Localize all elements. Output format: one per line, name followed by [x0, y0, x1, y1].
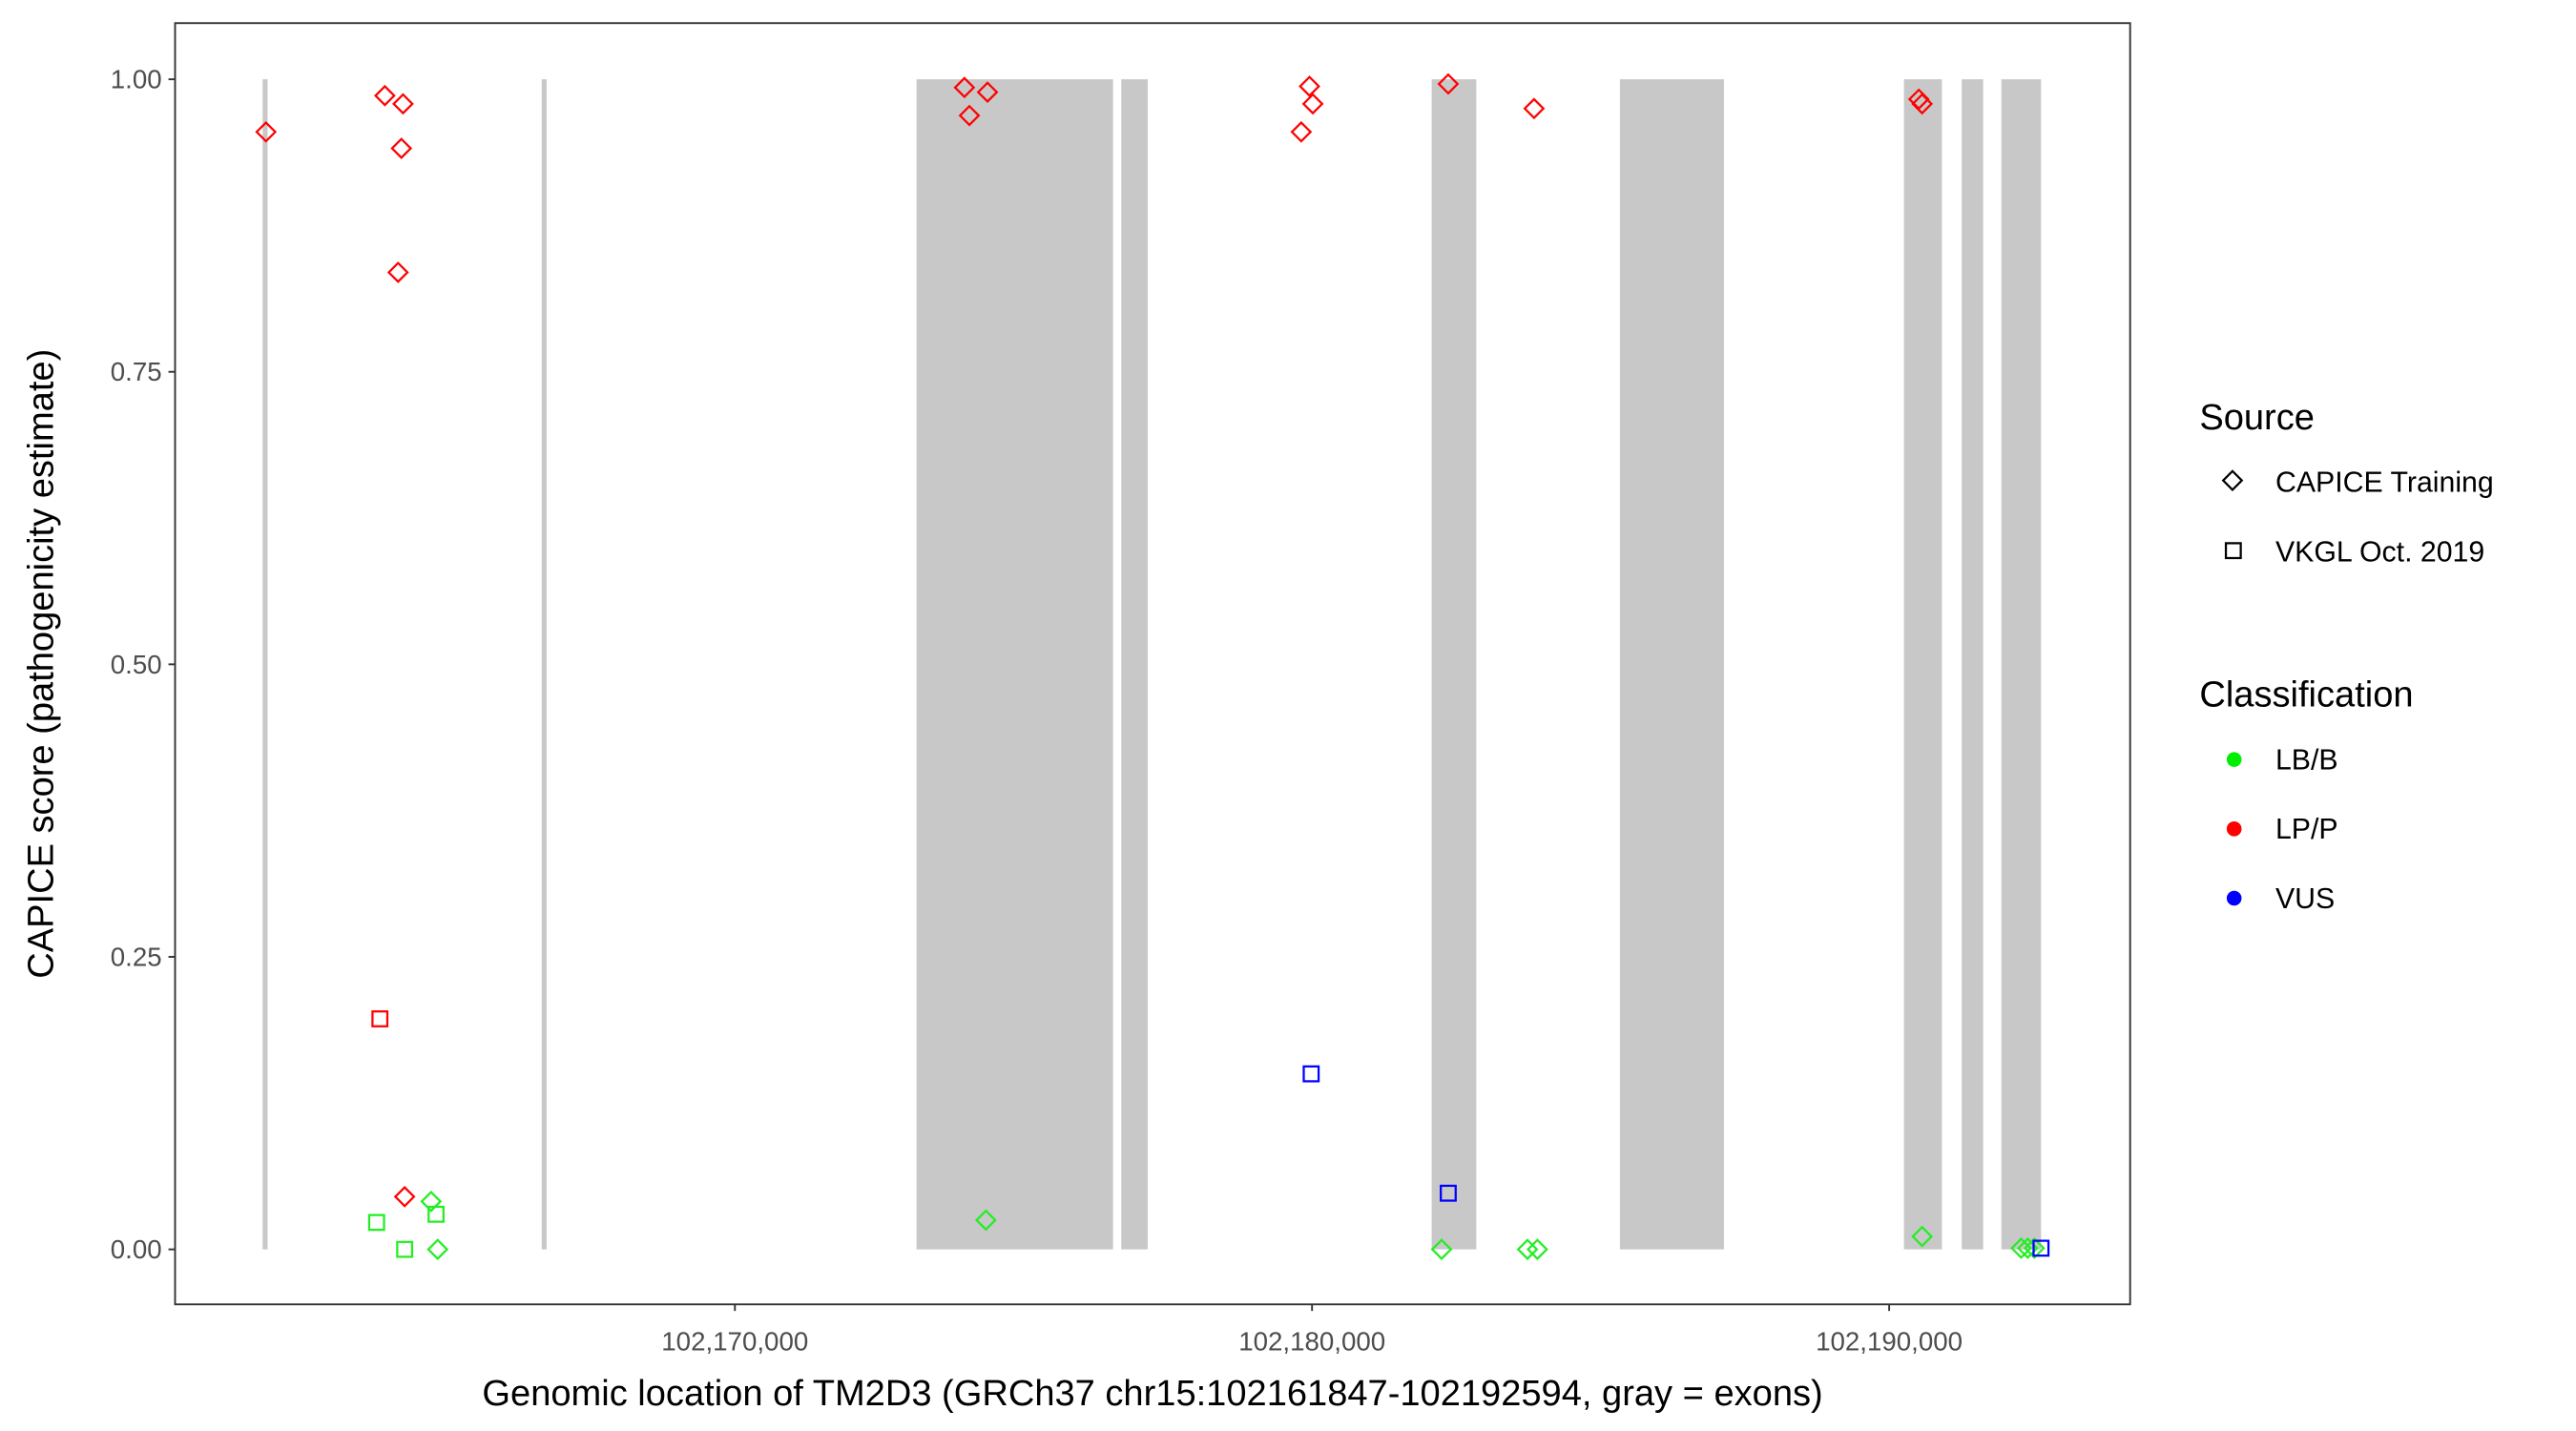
y-tick-label: 0.00: [111, 1234, 162, 1264]
data-point-diamond: [1298, 75, 1320, 97]
data-points: [255, 73, 2050, 1260]
data-point-diamond: [1430, 1238, 1453, 1260]
data-point-diamond: [976, 81, 999, 103]
exon-band: [1903, 79, 1942, 1250]
exon-band: [2001, 79, 2042, 1250]
data-point-square: [367, 1213, 385, 1232]
data-point-diamond: [1911, 1225, 1934, 1248]
legend-item-lbb: LB/B: [2275, 745, 2338, 777]
data-point-diamond: [2023, 1237, 2046, 1259]
legend-classification-title: Classification: [2199, 675, 2413, 716]
legend-item-vkgl: VKGL Oct. 2019: [2275, 536, 2484, 568]
data-point-diamond: [2016, 1237, 2039, 1259]
data-point-diamond: [2010, 1237, 2032, 1259]
data-point-diamond: [1301, 93, 1324, 115]
exon-band: [916, 79, 1113, 1250]
data-point-diamond: [386, 261, 409, 283]
data-point-square: [1302, 1065, 1320, 1083]
y-tick-label: 0.75: [111, 357, 162, 386]
legend-item-lpp: LP/P: [2275, 814, 2338, 845]
exon-band: [541, 79, 548, 1250]
data-point-diamond: [1437, 73, 1460, 95]
data-point-diamond: [1523, 97, 1546, 120]
legend-source-title: Source: [2199, 398, 2315, 438]
exon-band: [1121, 79, 1148, 1250]
legend-item-vus: VUS: [2275, 883, 2335, 915]
y-tick-label: 1.00: [111, 65, 162, 94]
legend-lbb-dot-icon: [2226, 752, 2242, 767]
data-point-diamond: [374, 84, 396, 107]
data-point-square: [396, 1240, 414, 1258]
data-point-diamond: [393, 1186, 416, 1208]
y-axis: 0.00 0.25 0.50 0.75 1.00: [111, 65, 176, 1264]
x-tick-label: 102,180,000: [1238, 1327, 1385, 1357]
data-point-diamond: [1527, 1238, 1548, 1260]
legend-vus-dot-icon: [2226, 890, 2242, 906]
data-point-diamond: [390, 137, 413, 159]
legend-diamond-icon: [2221, 469, 2244, 492]
legend: Source CAPICE Training VKGL Oct. 2019 Cl…: [2199, 398, 2493, 915]
y-tick-label: 0.25: [111, 943, 162, 972]
x-axis: 102,170,000 102,180,000 102,190,000: [661, 1304, 1963, 1357]
data-point-diamond: [958, 104, 981, 127]
data-point-square: [1440, 1184, 1457, 1202]
x-tick-label: 102,170,000: [661, 1327, 808, 1357]
data-point-square: [371, 1010, 389, 1027]
legend-square-icon: [2224, 542, 2242, 560]
exon-bands: [262, 79, 2042, 1250]
y-axis-title: CAPICE score (pathogenicity estimate): [21, 349, 61, 979]
data-point-diamond: [953, 76, 976, 99]
data-point-diamond: [420, 1190, 443, 1213]
exon-band: [262, 79, 268, 1250]
exon-band: [1619, 79, 1724, 1250]
data-point-diamond: [392, 93, 414, 115]
data-point-square: [2032, 1239, 2050, 1257]
plot-panel-border: [174, 22, 2131, 1306]
legend-item-capice-training: CAPICE Training: [2275, 467, 2494, 499]
data-point-diamond: [1911, 93, 1934, 115]
x-tick-label: 102,190,000: [1816, 1327, 1963, 1357]
exon-band: [1431, 79, 1477, 1250]
y-tick-label: 0.50: [111, 650, 162, 679]
data-point-diamond: [974, 1209, 997, 1232]
exon-band: [1962, 79, 1984, 1250]
x-axis-title: Genomic location of TM2D3 (GRCh37 chr15:…: [482, 1374, 1822, 1414]
data-point-diamond: [1290, 120, 1313, 143]
data-point-square: [427, 1205, 445, 1223]
data-point-diamond: [255, 120, 278, 143]
data-point-diamond: [426, 1238, 449, 1260]
legend-lpp-dot-icon: [2226, 821, 2242, 837]
